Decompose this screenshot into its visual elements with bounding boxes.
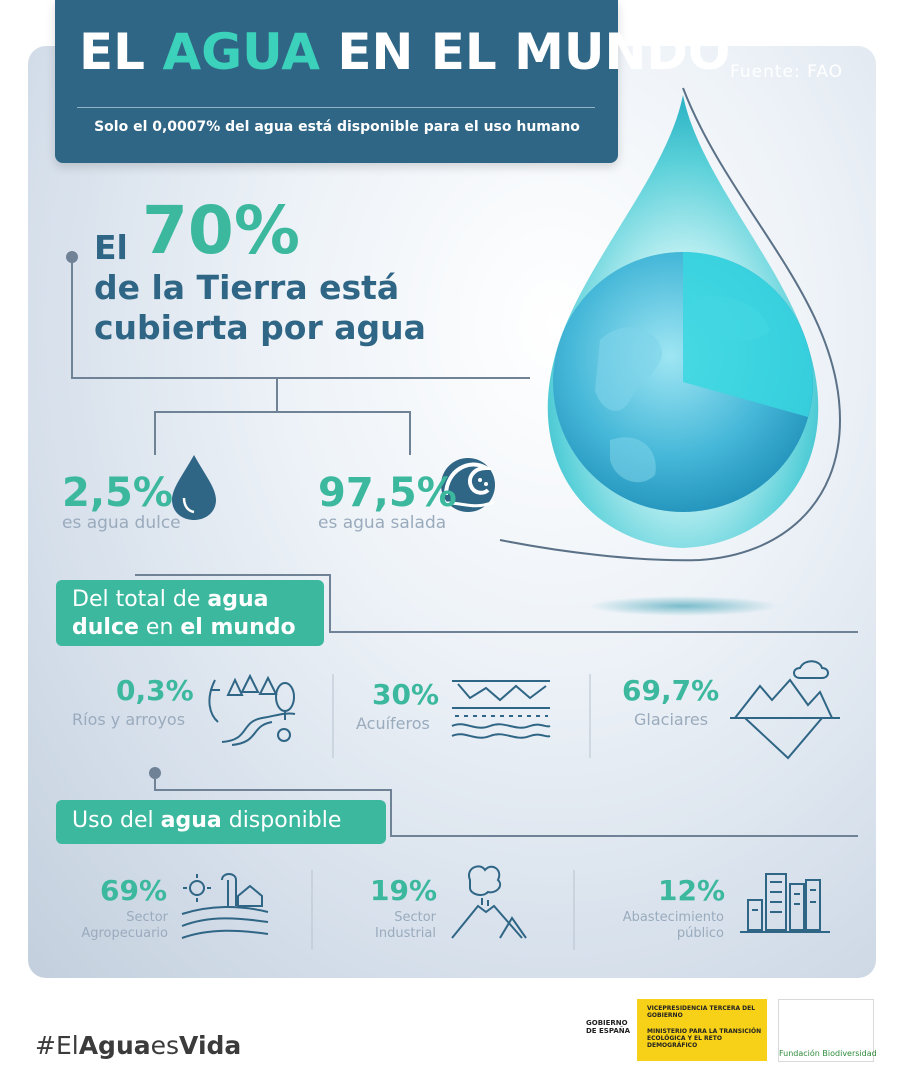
land-wedge [683,252,813,417]
fresh-water-value: 2,5% [62,470,173,516]
public-supply-label-l2: público [676,926,724,941]
drop-shadow [588,596,778,616]
foundation-logo: Fundación Biodiversidad [778,999,877,1062]
coverage-prefix: El [94,228,128,267]
fresh-water-pill: Del total de agua dulce en el mundo [56,580,324,646]
aquifers-label: Acuíferos [356,714,430,733]
aquifer-icon [451,680,551,739]
agro-label-l1: Sector [126,910,168,925]
ministry-label-l2: MINISTERIO PARA LA TRANSICIÓN ECOLÓGICA … [647,1028,762,1049]
page-title: EL AGUA EN EL MUNDO [79,23,731,81]
coverage-line3: cubierta por agua [94,308,426,347]
agro-value: 69% [100,874,168,907]
salt-water-label: es agua salada [318,513,447,533]
hashtag: #ElAguaesVida [35,1031,242,1060]
subtitle: Solo el 0,0007% del agua está disponible… [94,119,580,135]
coverage-value: 70% [142,192,300,269]
coverage-line2: de la Tierra está [94,268,400,307]
water-use-pill: Uso del agua disponible [56,800,386,844]
industry-label-l1: Sector [394,910,436,925]
header-banner: EL AGUA EN EL MUNDO Solo el 0,0007% del … [55,0,730,163]
aquifers-value: 30% [372,678,440,711]
government-logo: GOBIERNO DE ESPAÑA VICEPRESIDENCIA TERCE… [503,999,767,1061]
fresh-water-label: es agua dulce [62,513,181,533]
wave-icon [439,458,495,512]
public-supply-value: 12% [658,874,726,907]
factory-volcano-icon [451,865,527,939]
ministry-label-l1: VICEPRESIDENCIA TERCERA DEL GOBIERNO [647,1005,756,1019]
header-divider [77,107,595,108]
drop-outline [499,87,842,562]
agro-label-l2: Agropecuario [81,926,168,941]
foundation-label: Fundación Biodiversidad [779,1049,877,1058]
public-supply-label-l1: Abastecimiento [622,910,724,925]
city-buildings-icon [740,873,830,933]
river-trees-icon [208,673,296,746]
rivers-label: Ríos y arroyos [72,710,186,729]
farm-icon [181,873,269,939]
water-drop-icon [172,455,216,520]
industry-value: 19% [370,874,438,907]
glaciers-value: 69,7% [622,674,720,707]
rivers-value: 0,3% [116,674,194,707]
industry-label-l2: Industrial [375,926,436,941]
glacier-icon [730,660,840,760]
title-accent: AGUA [162,23,320,81]
ministry-yellow-panel [637,999,767,1061]
glaciers-label: Glaciares [634,710,709,729]
source-label: Fuente: FAO [730,62,844,82]
gov-label: GOBIERNO DE ESPAÑA [586,1019,631,1035]
salt-water-value: 97,5% [318,470,457,516]
